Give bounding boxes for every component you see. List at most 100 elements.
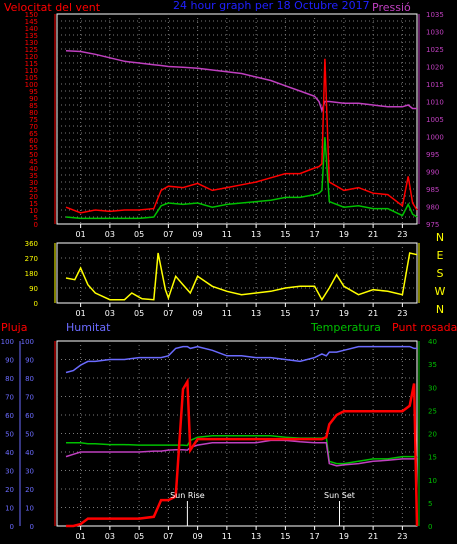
x-tick-label: 05 bbox=[134, 532, 144, 541]
y2-tick-label: 995 bbox=[426, 151, 439, 159]
x-tick-label: 17 bbox=[310, 309, 320, 318]
x-tick-label: 07 bbox=[163, 309, 173, 318]
y2-tick-label: 40 bbox=[428, 338, 437, 346]
y2-tick-label: 1000 bbox=[426, 134, 444, 142]
x-tick-label: 19 bbox=[339, 230, 349, 239]
y-tick-label-humidity: 100 bbox=[21, 338, 34, 346]
series-line bbox=[66, 435, 417, 465]
x-tick-label: 05 bbox=[134, 309, 144, 318]
series-line bbox=[65, 345, 417, 374]
y-tick-label-humidity: 80 bbox=[25, 375, 34, 383]
y-tick-label: 50 bbox=[29, 151, 38, 159]
x-tick-label: 21 bbox=[368, 532, 378, 541]
y2-tick-label: 1010 bbox=[426, 99, 444, 107]
y-tick-label: 80 bbox=[29, 109, 38, 117]
x-tick-label: 17 bbox=[310, 532, 320, 541]
x-tick-label: 23 bbox=[397, 532, 407, 541]
series-line bbox=[65, 50, 417, 113]
y-tick-label: 110 bbox=[25, 67, 38, 75]
y-tick-label: 15 bbox=[29, 200, 38, 208]
y-tick-label: 125 bbox=[25, 46, 38, 54]
y-tick-label: 90 bbox=[5, 357, 14, 365]
y-tick-label: 180 bbox=[25, 270, 38, 278]
y-tick-label: 80 bbox=[5, 375, 14, 383]
y-tick-label: 35 bbox=[29, 172, 38, 180]
y-tick-label: 135 bbox=[25, 32, 38, 40]
y-tick-label: 75 bbox=[29, 116, 38, 124]
wind-axis-label: Velocitat del vent bbox=[4, 1, 101, 14]
x-tick-label: 13 bbox=[251, 309, 261, 318]
y-tick-label: 5 bbox=[34, 214, 38, 222]
compass-label: S bbox=[437, 267, 444, 280]
y2-tick-label: 5 bbox=[428, 500, 432, 508]
compass-label: N bbox=[436, 231, 444, 244]
sun-annotation: Sun Rise bbox=[170, 491, 205, 500]
humidity-axis-label: Humitat bbox=[66, 321, 111, 334]
y2-tick-label: 30 bbox=[428, 384, 437, 392]
x-tick-label: 09 bbox=[193, 309, 203, 318]
y-tick-label: 95 bbox=[29, 88, 38, 96]
y-tick-label: 20 bbox=[5, 486, 14, 494]
y2-tick-label: 1035 bbox=[426, 11, 444, 19]
y-tick-label: 145 bbox=[25, 18, 38, 26]
x-tick-label: 03 bbox=[105, 532, 115, 541]
x-tick-label: 01 bbox=[76, 532, 86, 541]
y-tick-label: 30 bbox=[5, 468, 14, 476]
y2-tick-label: 1030 bbox=[426, 29, 444, 37]
y2-tick-label: 15 bbox=[428, 454, 437, 462]
series-line bbox=[65, 137, 418, 220]
y-tick-label: 65 bbox=[29, 130, 38, 138]
y-tick-label: 70 bbox=[5, 394, 14, 402]
y-tick-label: 150 bbox=[25, 11, 38, 19]
y-tick-label: 45 bbox=[29, 158, 38, 166]
x-tick-label: 15 bbox=[280, 230, 290, 239]
y-tick-label: 100 bbox=[1, 338, 14, 346]
y2-tick-label: 1025 bbox=[426, 46, 444, 54]
y-tick-label: 10 bbox=[29, 207, 38, 215]
temperature-axis-label: Temperatura bbox=[310, 321, 381, 334]
y-tick-label: 30 bbox=[29, 179, 38, 187]
y-tick-label: 50 bbox=[5, 431, 14, 439]
y2-tick-label: 20 bbox=[428, 431, 437, 439]
x-tick-label: 03 bbox=[105, 309, 115, 318]
x-tick-label: 09 bbox=[193, 230, 203, 239]
y-tick-label-humidity: 70 bbox=[25, 394, 34, 402]
x-tick-label: 07 bbox=[163, 532, 173, 541]
y-tick-label: 140 bbox=[25, 25, 38, 33]
y-tick-label-humidity: 40 bbox=[25, 449, 34, 457]
y-tick-label: 100 bbox=[25, 81, 38, 89]
y-tick-label: 105 bbox=[25, 74, 38, 82]
x-tick-label: 15 bbox=[280, 309, 290, 318]
x-tick-label: 15 bbox=[280, 532, 290, 541]
y-tick-label: 60 bbox=[29, 137, 38, 145]
series-line bbox=[65, 58, 418, 214]
y2-tick-label: 975 bbox=[426, 221, 439, 229]
y-tick-label-humidity: 30 bbox=[25, 468, 34, 476]
compass-label: W bbox=[435, 285, 446, 298]
series-line bbox=[65, 439, 418, 467]
y-tick-label: 60 bbox=[5, 412, 14, 420]
y-tick-label-humidity: 0 bbox=[30, 523, 34, 531]
y2-tick-label: 10 bbox=[428, 477, 437, 485]
y-tick-label: 360 bbox=[25, 240, 38, 248]
x-tick-label: 13 bbox=[251, 532, 261, 541]
x-tick-label: 07 bbox=[163, 230, 173, 239]
x-tick-label: 01 bbox=[76, 309, 86, 318]
y2-tick-label: 1015 bbox=[426, 81, 444, 89]
series-line bbox=[65, 252, 418, 302]
x-tick-label: 05 bbox=[134, 230, 144, 239]
y-tick-label-humidity: 60 bbox=[25, 412, 34, 420]
y-tick-label: 0 bbox=[10, 523, 14, 531]
y-tick-label: 10 bbox=[5, 505, 14, 513]
x-tick-label: 11 bbox=[222, 230, 232, 239]
x-tick-label: 19 bbox=[339, 309, 349, 318]
y-tick-label: 55 bbox=[29, 144, 38, 152]
y-tick-label-humidity: 50 bbox=[25, 431, 34, 439]
y-tick-label: 20 bbox=[29, 193, 38, 201]
x-tick-label: 23 bbox=[397, 230, 407, 239]
pressure-axis-label: Pressió bbox=[372, 1, 411, 14]
sun-annotation: Sun Set bbox=[324, 491, 355, 500]
y-tick-label: 115 bbox=[25, 60, 38, 68]
x-tick-label: 17 bbox=[310, 230, 320, 239]
